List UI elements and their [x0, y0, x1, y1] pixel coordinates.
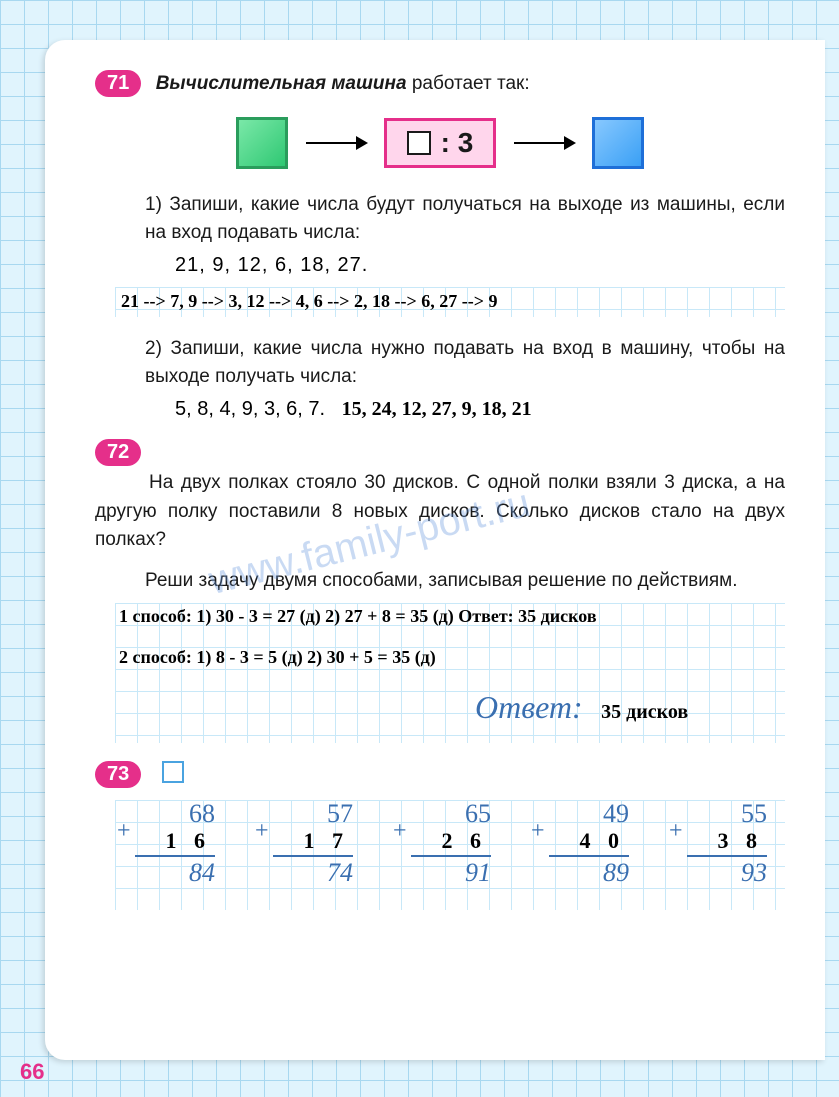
task-72-solution-2: 2 способ: 1) 8 - 3 = 5 (д) 2) 30 + 5 = 3…: [115, 644, 785, 671]
sum-value: 74: [273, 859, 353, 888]
addend-a: 49: [549, 800, 629, 829]
task-71-q1: 1) Запиши, какие числа будут получаться …: [145, 191, 785, 248]
arrow-icon: [514, 142, 574, 144]
task-73-header: 73: [95, 761, 785, 788]
machine-diagram: : 3: [95, 117, 785, 169]
task-73-columns: + 68 1 6 84 + 57 1 7 74 + 65 2 6 91 + 49…: [115, 800, 785, 910]
addend-a: 65: [411, 800, 491, 829]
column-addition-4: + 49 4 0 89: [549, 800, 629, 910]
plus-icon: +: [117, 818, 131, 845]
plus-icon: +: [255, 818, 269, 845]
operation-label: : 3: [441, 127, 474, 159]
task-71-answer1-row: 21 --> 7, 9 --> 3, 12 --> 4, 6 --> 2, 18…: [115, 287, 785, 317]
sum-value: 93: [687, 859, 767, 888]
task-71-q2-numbers: 5, 8, 4, 9, 3, 6, 7.: [175, 398, 325, 420]
sum-line: [273, 855, 353, 857]
sum-line: [687, 855, 767, 857]
task-71-header: 71 Вычислительная машина работает так:: [95, 70, 785, 99]
column-addition-2: + 57 1 7 74: [273, 800, 353, 910]
plus-icon: +: [393, 818, 407, 845]
task-71-intro-rest: работает так:: [407, 73, 530, 94]
output-square-icon: [592, 117, 644, 169]
addend-b: 2 6: [411, 829, 491, 853]
task-71-q2: 2) Запиши, какие числа нужно подавать на…: [145, 335, 785, 392]
sum-line: [549, 855, 629, 857]
task-71-badge: 71: [95, 70, 141, 97]
task-72-answer-value: 35 дисков: [601, 701, 688, 723]
workbook-page: 71 Вычислительная машина работает так: :…: [45, 40, 825, 1060]
task-72-header: 72: [95, 439, 785, 468]
checkbox-square-icon: [162, 761, 184, 783]
placeholder-square-icon: [407, 131, 431, 155]
arrow-icon: [306, 142, 366, 144]
addend-a: 57: [273, 800, 353, 829]
input-square-icon: [236, 117, 288, 169]
addend-b: 4 0: [549, 829, 629, 853]
plus-icon: +: [531, 818, 545, 845]
sum-line: [411, 855, 491, 857]
addend-b: 3 8: [687, 829, 767, 853]
task-72-solution-area: 1 способ: 1) 30 - 3 = 27 (д) 2) 27 + 8 =…: [115, 603, 785, 743]
page-number: 66: [20, 1059, 44, 1085]
task-71-intro: Вычислительная машина работает так:: [156, 73, 530, 94]
task-71-intro-italic: Вычислительная машина: [156, 73, 407, 94]
task-71-q2-row: 5, 8, 4, 9, 3, 6, 7. 15, 24, 12, 27, 9, …: [175, 398, 785, 421]
addend-b: 1 6: [135, 829, 215, 853]
task-72-instruction: Реши задачу двумя способами, записывая р…: [145, 567, 785, 596]
task-72-answer-row: Ответ: 35 дисков: [115, 689, 785, 726]
answer-label-cursive: Ответ:: [475, 689, 583, 726]
sum-value: 91: [411, 859, 491, 888]
task-72-solution-1: 1 способ: 1) 30 - 3 = 27 (д) 2) 27 + 8 =…: [115, 603, 785, 630]
operation-box: : 3: [384, 118, 497, 168]
column-addition-5: + 55 3 8 93: [687, 800, 767, 910]
sum-value: 89: [549, 859, 629, 888]
addend-a: 68: [135, 800, 215, 829]
task-73-badge: 73: [95, 761, 141, 788]
addend-a: 55: [687, 800, 767, 829]
task-72-text: На двух полках стояло 30 дисков. С одной…: [95, 469, 785, 555]
task-71-answer1: 21 --> 7, 9 --> 3, 12 --> 4, 6 --> 2, 18…: [115, 287, 785, 316]
sum-value: 84: [135, 859, 215, 888]
addend-b: 1 7: [273, 829, 353, 853]
plus-icon: +: [669, 818, 683, 845]
task-72-badge: 72: [95, 439, 141, 466]
task-71-answer2: 15, 24, 12, 27, 9, 18, 21: [342, 398, 532, 420]
column-addition-3: + 65 2 6 91: [411, 800, 491, 910]
column-addition-1: + 68 1 6 84: [135, 800, 215, 910]
task-71-q1-numbers: 21, 9, 12, 6, 18, 27.: [175, 254, 785, 277]
sum-line: [135, 855, 215, 857]
